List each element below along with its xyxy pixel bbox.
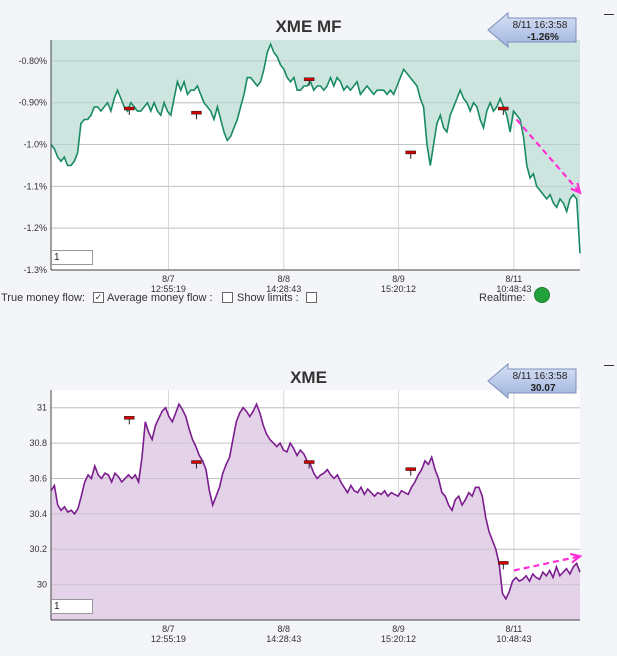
- x-tick-time: 10:48:43: [496, 284, 531, 294]
- y-tick-label: -1.0%: [23, 140, 47, 150]
- series-line: [50, 42, 581, 254]
- callout-arrow-shape: [487, 11, 577, 49]
- callout-value: 30.07: [530, 383, 555, 394]
- zoom-input-mf[interactable]: 1: [51, 250, 93, 265]
- avg-money-flow-label: Average money flow :: [107, 292, 213, 304]
- callout-value: -1.26%: [527, 32, 559, 43]
- x-tick-date: 8/9: [392, 624, 405, 634]
- y-tick-label: -0.90%: [18, 98, 47, 108]
- event-marker[interactable]: [405, 150, 416, 155]
- x-tick-date: 8/7: [162, 624, 175, 634]
- x-tick-time: 12:55:19: [151, 284, 186, 294]
- y-tick-label: 30.2: [29, 544, 47, 554]
- chart-controls: True money flow: ✓ Average money flow : …: [0, 292, 617, 308]
- y-tick-label: 30.6: [29, 473, 47, 483]
- realtime-indicator-icon[interactable]: [534, 287, 550, 303]
- collapse-mark-bottom[interactable]: [604, 365, 614, 366]
- realtime-label: Realtime:: [479, 292, 526, 304]
- y-tick-label: -1.2%: [23, 223, 47, 233]
- callout-time: 8/11 16:3:58: [513, 20, 568, 31]
- true-money-flow-label: True money flow:: [1, 292, 85, 304]
- event-marker[interactable]: [124, 416, 135, 420]
- series-area: [51, 40, 580, 254]
- x-tick-date: 8/7: [162, 274, 175, 284]
- money-flow-chart[interactable]: -0.80% -0.90% -1.0% -1.1% -1.2% -1.3% 8/712:55…: [0, 0, 617, 294]
- x-tick-time: 14:28:43: [266, 284, 301, 294]
- y-tick-label: -0.80%: [18, 56, 47, 66]
- series-line: [50, 402, 581, 601]
- x-tick-date: 8/11: [505, 274, 522, 284]
- callout-arrow-shape: [487, 362, 577, 400]
- y-tick-label: -1.1%: [23, 181, 47, 191]
- trend-arrow-line: [515, 118, 581, 194]
- x-tick-time: 10:48:43: [496, 634, 531, 644]
- y-tick-label: 30.8: [29, 438, 47, 448]
- x-tick-date: 8/11: [505, 624, 522, 634]
- x-tick-time: 12:55:19: [151, 634, 186, 644]
- trend-arrow-head: [570, 552, 583, 564]
- x-tick-date: 8/9: [392, 274, 405, 284]
- series-area: [51, 404, 580, 620]
- x-tick-time: 15:20:12: [381, 634, 416, 644]
- trend-arrow-line: [513, 555, 581, 572]
- true-money-flow-checkbox[interactable]: ✓: [93, 292, 104, 303]
- avg-money-flow-checkbox[interactable]: [222, 292, 233, 303]
- y-tick-label: -1.3%: [23, 265, 47, 275]
- show-limits-label: Show limits :: [237, 292, 299, 304]
- x-tick-time: 14:28:43: [266, 634, 301, 644]
- event-marker[interactable]: [303, 77, 315, 81]
- show-limits-checkbox[interactable]: [306, 292, 317, 303]
- callout-time: 8/11 16:3:58: [513, 371, 568, 382]
- x-tick-date: 8/8: [278, 624, 291, 634]
- chart-title-price: XME: [290, 368, 327, 387]
- trend-arrow-head: [570, 182, 582, 195]
- event-marker[interactable]: [303, 460, 315, 464]
- event-marker[interactable]: [405, 467, 416, 471]
- latest-value-callout: 8/11 16:3:58-1.26%: [487, 11, 577, 49]
- y-tick-label: 30: [37, 580, 47, 590]
- y-tick-label: 31: [37, 403, 47, 413]
- y-tick-label: 30.4: [29, 509, 47, 519]
- x-tick-date: 8/8: [278, 274, 291, 284]
- event-marker[interactable]: [498, 106, 509, 111]
- x-tick-time: 15:20:12: [381, 284, 416, 294]
- event-marker[interactable]: [191, 460, 202, 464]
- event-marker[interactable]: [498, 561, 509, 565]
- event-marker[interactable]: [191, 110, 202, 115]
- zoom-input-price[interactable]: 1: [51, 599, 93, 614]
- chart-title-mf: XME MF: [275, 17, 342, 36]
- collapse-mark-top[interactable]: [604, 14, 614, 15]
- event-marker[interactable]: [124, 106, 135, 111]
